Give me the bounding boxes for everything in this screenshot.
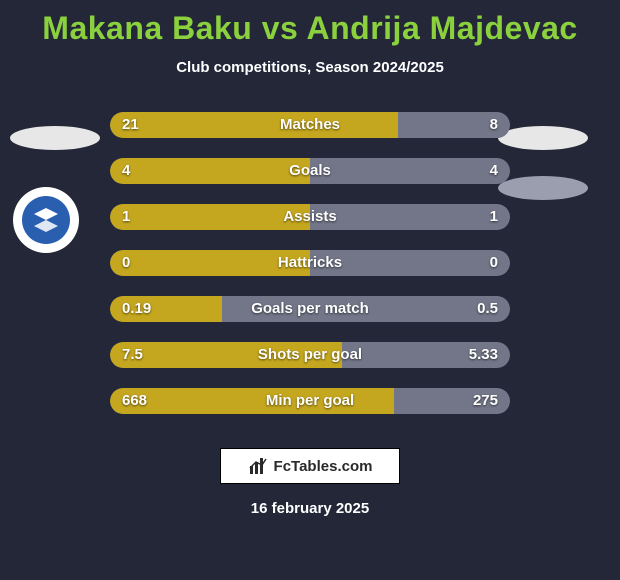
bar-right	[310, 204, 510, 230]
bar-right	[342, 342, 510, 368]
stat-rows-container: Matches218Goals44Assists11Hattricks00Goa…	[0, 104, 620, 426]
stat-row: Goals per match0.190.5	[0, 288, 620, 334]
bar-track	[110, 112, 510, 138]
bar-track	[110, 342, 510, 368]
stat-row: Goals44	[0, 150, 620, 196]
stat-row: Hattricks00	[0, 242, 620, 288]
bar-right	[394, 388, 510, 414]
subtitle: Club competitions, Season 2024/2025	[0, 59, 620, 76]
bar-right	[310, 250, 510, 276]
bar-left	[110, 112, 398, 138]
bar-left	[110, 158, 310, 184]
watermark: FcTables.com	[220, 448, 400, 484]
date-text: 16 february 2025	[0, 500, 620, 517]
bar-track	[110, 158, 510, 184]
watermark-text: FcTables.com	[274, 458, 373, 475]
bar-track	[110, 250, 510, 276]
bar-left	[110, 388, 394, 414]
bar-right	[310, 158, 510, 184]
stat-row: Assists11	[0, 196, 620, 242]
bar-right	[398, 112, 510, 138]
bar-track	[110, 204, 510, 230]
bar-right	[222, 296, 510, 322]
page-title: Makana Baku vs Andrija Majdevac	[0, 0, 620, 47]
bar-track	[110, 388, 510, 414]
bar-left	[110, 204, 310, 230]
watermark-chart-icon	[248, 456, 268, 476]
stat-row: Matches218	[0, 104, 620, 150]
bar-track	[110, 296, 510, 322]
bar-left	[110, 296, 222, 322]
stat-row: Min per goal668275	[0, 380, 620, 426]
stat-row: Shots per goal7.55.33	[0, 334, 620, 380]
bar-left	[110, 342, 342, 368]
bar-left	[110, 250, 310, 276]
